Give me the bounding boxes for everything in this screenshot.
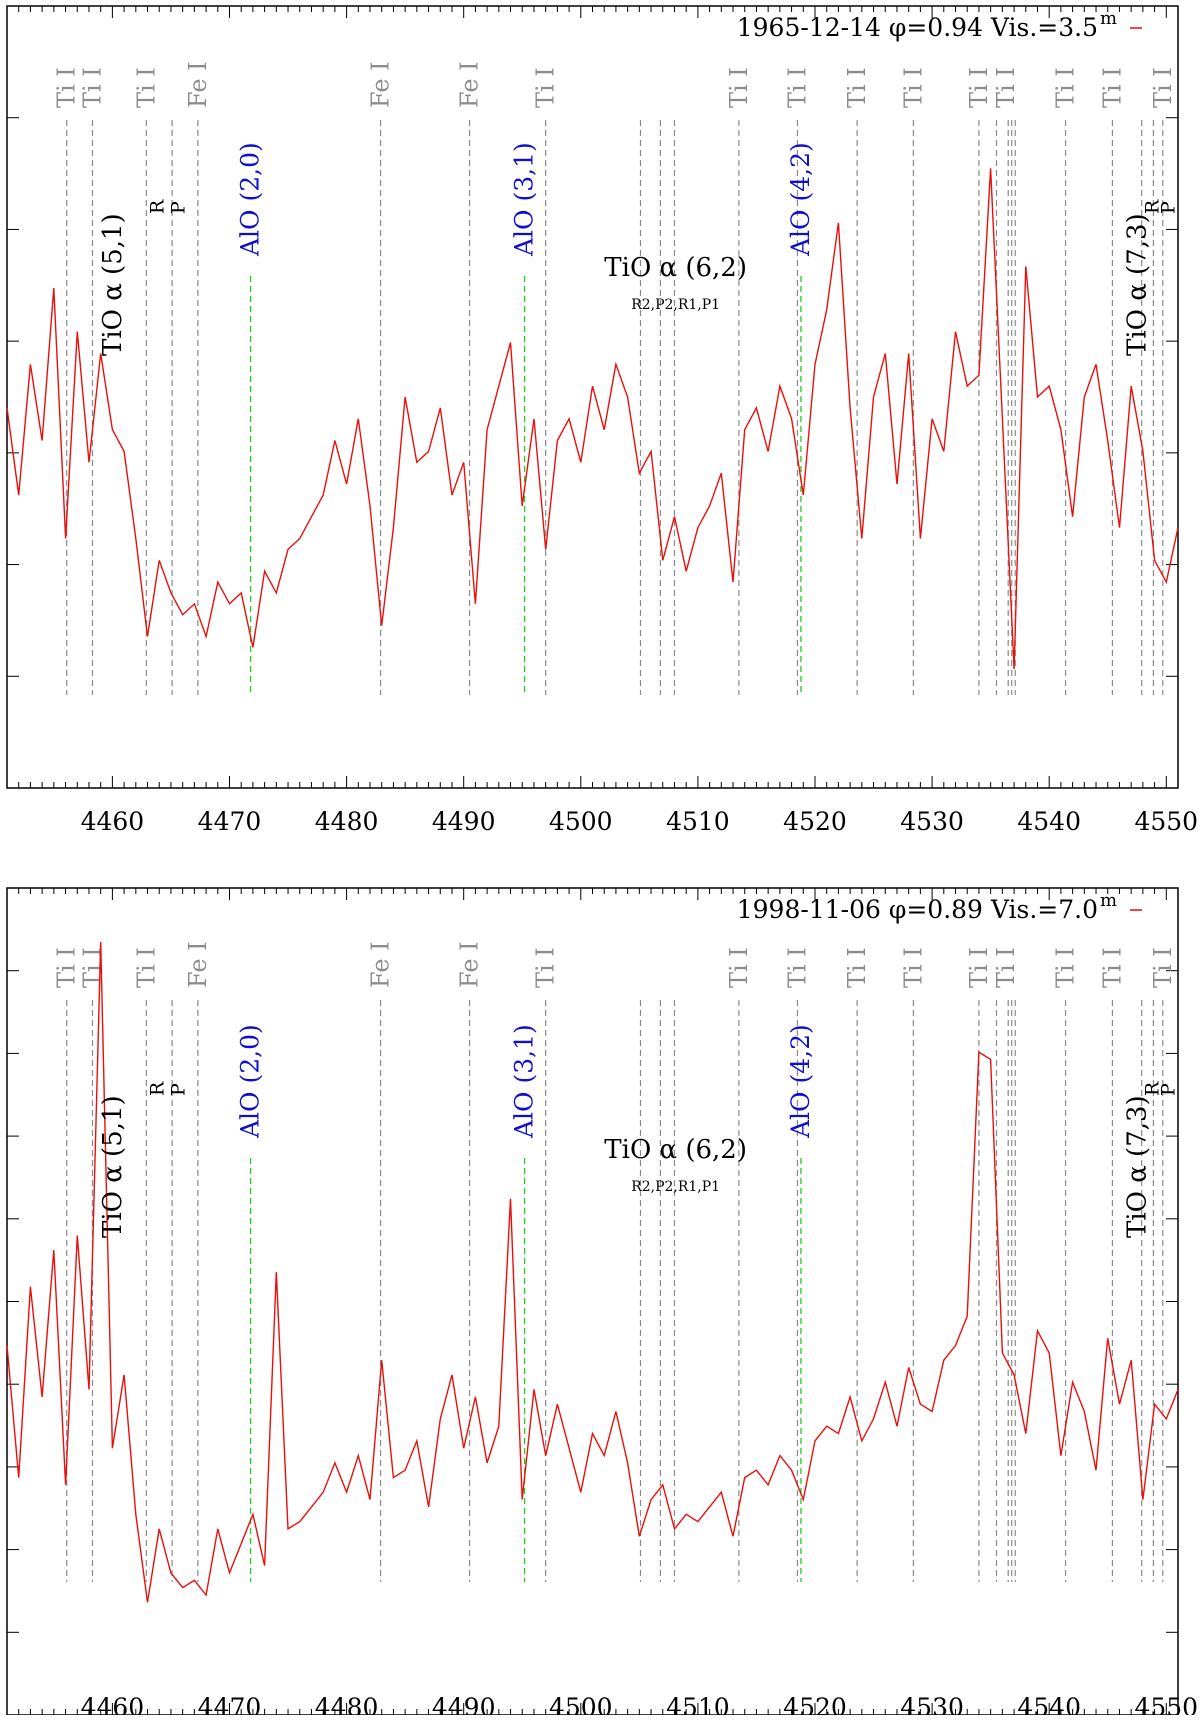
legend-superscript: m (1100, 8, 1117, 29)
atomic-line-label: Fe I (367, 61, 395, 108)
plot-frame (6, 887, 1179, 1716)
x-tick-label: 4540 (1017, 1693, 1081, 1715)
x-tick-label: 4540 (1017, 807, 1081, 836)
alo-band-label: AlO (4,2) (786, 142, 815, 257)
x-tick-label: 4520 (783, 1693, 847, 1715)
x-tick-label: 4500 (549, 1693, 613, 1715)
atomic-line-label: Ti I (843, 67, 871, 108)
x-tick-label: 4530 (900, 1693, 964, 1715)
atomic-line-label: Ti I (725, 947, 753, 988)
atomic-line-label: Ti I (53, 947, 81, 988)
panel-1: 4460 4470 4480 4490 4500 4510 4520 4530 4540 4550… (6, 5, 1198, 836)
legend-label: 1965-12-14 φ=0.94 Vis.=3.5 (737, 13, 1098, 42)
alo-band-label: AlO (3,1) (510, 142, 539, 257)
atomic-line-label: Ti I (1098, 947, 1126, 988)
atomic-line-label: Ti I (1149, 67, 1177, 108)
x-tick-label: 4480 (315, 1693, 379, 1715)
tio-51-branch-r: R (146, 1081, 168, 1096)
plot-frame (6, 5, 1179, 789)
tio-73-label: TiO α (7,3) (1123, 213, 1153, 356)
atomic-line-label: Fe I (367, 941, 395, 988)
atomic-line-label: Ti I (1149, 947, 1177, 988)
tio-62-label: TiO α (6,2) (604, 253, 747, 283)
atomic-line-label: Ti I (725, 67, 753, 108)
spectrum-line (6, 941, 1179, 1603)
tio-51-label: TiO α (5,1) (98, 213, 128, 356)
x-tick-label: 4510 (666, 1693, 730, 1715)
x-tick-label: 4510 (666, 807, 730, 836)
x-tick-label: 4490 (432, 1693, 496, 1715)
atomic-line-label: Ti I (992, 67, 1020, 108)
atomic-line-label: Ti I (899, 947, 927, 988)
tio-73-label: TiO α (7,3) (1123, 1095, 1153, 1238)
legend-label: 1998-11-06 φ=0.89 Vis.=7.0 (737, 895, 1098, 924)
atomic-line-label: Ti I (783, 67, 811, 108)
tio-51-branch-p: P (167, 201, 189, 214)
x-tick-label: 4550 (1134, 807, 1198, 836)
atomic-line-label: Ti I (992, 947, 1020, 988)
atomic-line-label: Ti I (532, 947, 560, 988)
tio-51-branch-r: R (146, 199, 168, 214)
x-tick-label: 4490 (432, 807, 496, 836)
atomic-line-label: Fe I (184, 941, 212, 988)
x-tick-label: 4460 (81, 1693, 145, 1715)
tio-62-label: TiO α (6,2) (604, 1135, 747, 1165)
panel-2: 4460 4470 4480 4490 4500 4510 4520 4530 4540 4550… (6, 887, 1198, 1720)
atomic-line-label: Ti I (783, 947, 811, 988)
atomic-line-label: Ti I (53, 67, 81, 108)
atomic-line-label: Ti I (843, 947, 871, 988)
x-tick-label: 4530 (900, 807, 964, 836)
alo-band-label: AlO (2,0) (236, 1024, 265, 1139)
tio-51-branch-p: P (167, 1083, 189, 1096)
x-tick-label: 4460 (81, 807, 145, 836)
atomic-line-label: Fe I (456, 941, 484, 988)
tio-62-sublabel: R2,P2,R1,P1 (631, 297, 720, 313)
tio-51-label: TiO α (5,1) (98, 1095, 128, 1238)
atomic-line-label: Ti I (965, 67, 993, 108)
x-tick-label: 4520 (783, 807, 847, 836)
alo-band-label: AlO (2,0) (236, 142, 265, 257)
spectrum-line (6, 168, 1179, 670)
atomic-line-label: Ti I (1098, 67, 1126, 108)
atomic-line-label: Ti I (1052, 947, 1080, 988)
atomic-line-label: Ti I (132, 947, 160, 988)
atomic-line-label: Ti I (78, 67, 106, 108)
legend-superscript: m (1100, 890, 1117, 911)
atomic-line-label: Fe I (184, 61, 212, 108)
tio-73-branch-p: P (1157, 201, 1179, 214)
alo-band-label: AlO (3,1) (510, 1024, 539, 1139)
x-tick-label: 4470 (198, 1693, 262, 1715)
x-tick-label: 4470 (198, 807, 262, 836)
x-tick-label: 4480 (315, 807, 379, 836)
atomic-line-label: Ti I (1052, 67, 1080, 108)
atomic-line-label: Fe I (456, 61, 484, 108)
atomic-line-label: Ti I (132, 67, 160, 108)
x-tick-label: 4550 (1134, 1693, 1198, 1715)
tio-62-sublabel: R2,P2,R1,P1 (631, 1179, 720, 1195)
atomic-line-label: Ti I (965, 947, 993, 988)
atomic-line-label: Ti I (899, 67, 927, 108)
tio-73-branch-r: R (1142, 199, 1164, 214)
atomic-line-label: Ti I (532, 67, 560, 108)
tio-73-branch-p: P (1157, 1083, 1179, 1096)
x-tick-label: 4500 (549, 807, 613, 836)
tio-73-branch-r: R (1142, 1081, 1164, 1096)
alo-band-label: AlO (4,2) (786, 1024, 815, 1139)
